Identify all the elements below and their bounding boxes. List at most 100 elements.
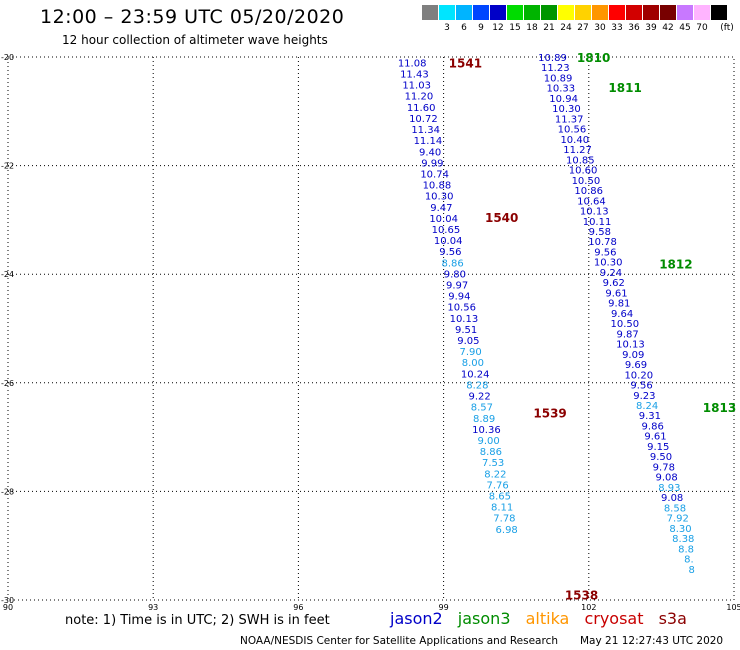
longitude-tick-label: 96 — [293, 603, 303, 610]
wave-height-value: 8.00 — [462, 358, 484, 369]
wave-height-value: 10.50 — [611, 319, 640, 330]
map-frame — [7, 56, 735, 601]
legend-swatch — [422, 5, 438, 20]
wave-height-value: 9.87 — [617, 329, 639, 340]
wave-height-value: 9.81 — [608, 299, 630, 310]
wave-height-value: 7.53 — [482, 458, 504, 469]
legend-swatch — [694, 5, 710, 20]
longitude-tick-label: 93 — [148, 603, 158, 610]
wave-height-value: 10.30 — [425, 192, 454, 203]
wave-height-value: 10.74 — [420, 169, 449, 180]
wave-height-value: 8.57 — [471, 403, 493, 414]
wave-height-value: 10.04 — [429, 214, 458, 225]
legend-label: 36 — [628, 23, 640, 33]
wave-height-value: 8.30 — [669, 524, 691, 535]
wave-height-value: 10.56 — [447, 303, 476, 314]
pass-number-label: 1813 — [703, 401, 736, 415]
legend-swatch — [558, 5, 574, 20]
wave-height-value: 11.37 — [555, 114, 584, 125]
wave-height-value: 9.78 — [653, 462, 675, 473]
wave-height-value: 10.89 — [544, 73, 573, 84]
wave-height-value: 7.90 — [460, 347, 482, 358]
wave-height-value: 8.24 — [636, 401, 658, 412]
pass-number-label: 1540 — [485, 211, 518, 225]
wave-height-value: 9.50 — [650, 452, 672, 463]
wave-height-value: 10.11 — [583, 217, 612, 228]
wave-height-value: 7.92 — [667, 514, 689, 525]
wave-height-value: 9.58 — [589, 227, 611, 238]
wave-height-map: 90 93 96 99 102 105-20-22-24-26-28-3011.0811.… — [1, 51, 740, 610]
wave-height-value: 8.22 — [484, 469, 506, 480]
wave-height-value: 8.86 — [442, 258, 464, 269]
wave-height-value: 9.62 — [603, 278, 625, 289]
wave-height-value: 9.22 — [469, 392, 491, 403]
wave-height-value: 10.72 — [409, 114, 438, 125]
wave-height-value: 8.28 — [466, 380, 488, 391]
wave-height-value: 9.86 — [642, 421, 664, 432]
wave-height-value: 10.36 — [472, 425, 501, 436]
legend-label: 42 — [662, 23, 674, 33]
map-subtitle: 12 hour collection of altimeter wave hei… — [62, 33, 328, 47]
generated-timestamp: May 21 12:27:43 UTC 2020 — [580, 635, 724, 647]
wave-height-value: 10.88 — [423, 181, 452, 192]
legend-label: 70 — [696, 23, 708, 33]
wave-height-value: 7.76 — [487, 480, 509, 491]
legend-label: 15 — [509, 23, 521, 33]
satellite-s3a: s3a — [658, 609, 687, 628]
longitude-tick-label: 99 — [439, 603, 449, 610]
wave-height-value: 9.51 — [455, 325, 477, 336]
wave-height-value: 7.78 — [493, 514, 515, 525]
wave-height-value: 8 — [688, 565, 694, 576]
wave-height-value: 9.24 — [600, 268, 622, 279]
wave-height-value: 10.65 — [432, 225, 461, 236]
wave-height-value: 9.09 — [622, 350, 644, 361]
legend-swatch — [541, 5, 557, 20]
wave-height-value: 10.89 — [538, 53, 567, 64]
legend-swatch — [711, 5, 727, 20]
wave-height-value: 8.58 — [664, 503, 686, 514]
legend-label: 45 — [679, 23, 691, 33]
pass-number-label: 1541 — [449, 56, 482, 70]
legend-label: 39 — [645, 23, 657, 33]
wave-height-value: 11.60 — [407, 103, 436, 114]
legend-label: 30 — [594, 23, 606, 33]
legend-swatch — [609, 5, 625, 20]
map-title: 12:00 – 23:59 UTC 05/20/2020 — [40, 6, 345, 28]
wave-height-value: 9.99 — [421, 158, 443, 169]
legend-swatch — [592, 5, 608, 20]
longitude-tick-label: 105 — [726, 603, 740, 610]
longitude-tick-label: 102 — [581, 603, 596, 610]
wave-height-value: 9.97 — [446, 281, 468, 292]
latitude-tick-label: -28 — [1, 487, 14, 496]
legend-label: 27 — [577, 23, 589, 33]
wave-height-value: 9.56 — [594, 247, 616, 258]
footnote: note: 1) Time is in UTC; 2) SWH is in fe… — [65, 613, 330, 628]
latitude-tick-label: -24 — [1, 270, 14, 279]
wave-height-value: 9.15 — [647, 442, 669, 453]
wave-height-value: 11.27 — [563, 145, 592, 156]
legend-swatch — [439, 5, 455, 20]
wave-height-value: 10.13 — [450, 314, 479, 325]
legend-swatch — [507, 5, 523, 20]
wave-height-value: 10.30 — [594, 258, 623, 269]
wave-height-value: 10.30 — [552, 104, 581, 115]
wave-height-value: 9.05 — [457, 336, 479, 347]
wave-height-value: 11.14 — [414, 136, 443, 147]
pass-number-label: 1812 — [659, 257, 692, 271]
latitude-tick-label: -26 — [1, 379, 14, 388]
wave-height-value: 10.85 — [566, 155, 595, 166]
wave-height-value: 10.24 — [461, 369, 490, 380]
longitude-tick-label: 90 — [3, 603, 13, 610]
wave-height-value: 10.40 — [560, 135, 589, 146]
wave-height-value: 10.86 — [574, 186, 603, 197]
legend-label: 12 — [492, 23, 504, 33]
legend-swatch — [626, 5, 642, 20]
wave-height-value: 10.20 — [624, 370, 653, 381]
wave-height-value: 10.13 — [616, 340, 645, 351]
latitude-tick-label: -20 — [1, 53, 14, 62]
legend-label: 18 — [526, 23, 538, 33]
pass-number-label: 1811 — [608, 81, 641, 95]
wave-height-value: 8.93 — [658, 483, 680, 494]
legend-swatch — [575, 5, 591, 20]
wave-height-value: 9.56 — [439, 247, 461, 258]
